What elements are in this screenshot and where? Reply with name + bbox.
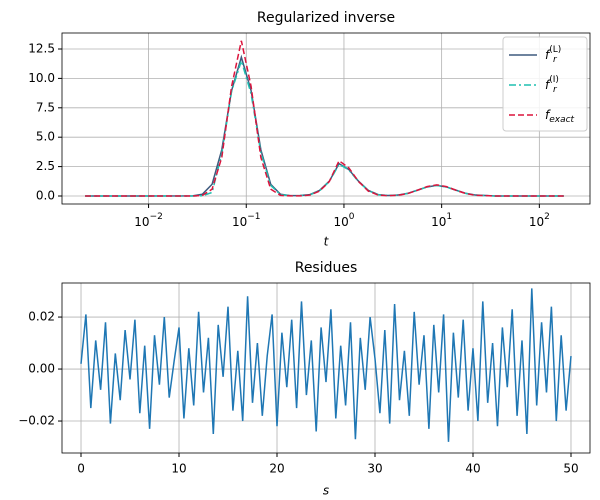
y-tick-label: 0.00 <box>28 362 55 376</box>
data-line <box>85 40 564 197</box>
axes-frame <box>61 32 591 205</box>
tick-exponent: −2 <box>150 212 163 222</box>
legend-subscript: r <box>553 85 558 95</box>
y-tick-label: 0.02 <box>28 310 55 324</box>
data-line <box>80 288 572 442</box>
legend-subscript: r <box>553 55 558 65</box>
tick-base: 10 <box>134 215 149 229</box>
y-tick-label: −0.02 <box>18 414 55 428</box>
tick-exponent: 0 <box>349 212 355 222</box>
x-tick-label: 20 <box>269 462 284 476</box>
data-line <box>85 58 564 197</box>
legend-superscript: (L) <box>549 45 561 55</box>
tick-base: 10 <box>431 215 446 229</box>
x-tick-label: 40 <box>465 462 480 476</box>
tick-exponent: 1 <box>446 212 452 222</box>
legend-subscript: exact <box>549 115 574 125</box>
tick-exponent: 2 <box>544 212 550 222</box>
y-tick-label: 7.5 <box>36 100 55 114</box>
x-tick-label: 100 <box>333 212 354 229</box>
legend-name: f <box>545 108 551 122</box>
legend-superscript: (I) <box>549 75 559 85</box>
x-tick-label: 10−2 <box>134 212 163 229</box>
x-tick-label: 50 <box>563 462 578 476</box>
legend-box <box>502 36 588 132</box>
x-axis-label: t <box>324 235 330 249</box>
legend-name: f <box>545 48 551 62</box>
x-tick-label: 101 <box>431 212 452 229</box>
y-tick-label: 10.0 <box>28 71 55 85</box>
chart-title: Residues <box>295 260 358 276</box>
legend-name: f <box>545 78 551 92</box>
legend-label: f(L) r <box>545 45 561 65</box>
tick-base: 10 <box>232 215 247 229</box>
x-tick-label: 10 <box>171 462 186 476</box>
legend-label: fexact <box>545 108 575 125</box>
y-tick-label: 12.5 <box>28 41 55 55</box>
tick-base: 10 <box>333 215 348 229</box>
chart-title: Regularized inverse <box>257 10 395 26</box>
x-tick-label: 102 <box>529 212 550 229</box>
y-tick-label: 2.5 <box>36 159 55 173</box>
legend-label: f(I) r <box>545 75 559 95</box>
x-tick-label: 30 <box>367 462 382 476</box>
tick-base: 10 <box>529 215 544 229</box>
y-tick-label: 5.0 <box>36 130 55 144</box>
x-tick-label: 0 <box>77 462 85 476</box>
y-tick-label: 0.0 <box>36 189 55 203</box>
axes-frame <box>61 282 591 454</box>
tick-exponent: −1 <box>247 212 260 222</box>
x-axis-label: s <box>323 484 329 498</box>
x-tick-label: 10−1 <box>232 212 261 229</box>
